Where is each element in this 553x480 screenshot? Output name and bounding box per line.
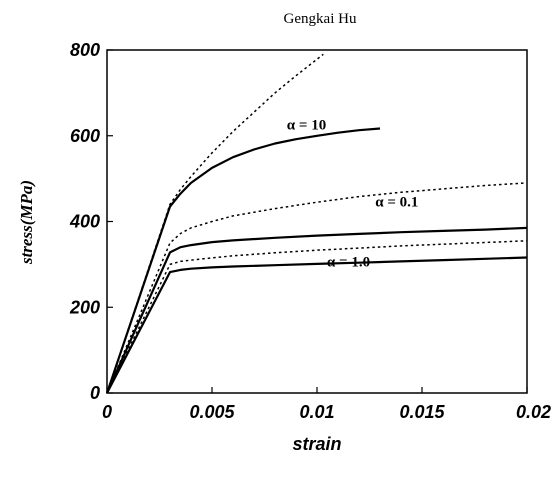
series-line-3-dotted	[106, 182, 528, 394]
x-axis-label: strain	[292, 434, 341, 454]
series-line-2-solid	[105, 127, 381, 394]
x-tick-label: 0.02	[516, 402, 551, 422]
series-layer	[105, 53, 528, 394]
y-axis-ticks: 0 200 400 600 800	[69, 40, 113, 403]
series-line-6-solid	[106, 256, 528, 394]
y-tick-label: 0	[90, 383, 100, 403]
x-tick-label: 0.015	[399, 402, 445, 422]
curve-annotation: α = 10	[287, 117, 326, 133]
plot-area	[106, 49, 528, 394]
curve-annotation: α = 0.1	[375, 194, 418, 210]
x-axis-ticks: 0 0.005 0.01 0.015 0.02	[102, 387, 551, 422]
y-tick-label: 800	[70, 40, 100, 60]
series-line-5-dotted	[106, 240, 528, 394]
y-tick-label: 200	[69, 297, 100, 317]
series-line-1-dotted	[106, 53, 324, 394]
y-axis-label: stress(MPa)	[17, 180, 36, 265]
x-tick-label: 0.005	[189, 402, 235, 422]
annotation-layer: α = 10 α = 0.1 α = 1.0	[287, 117, 419, 270]
series-line-4-solid	[105, 226, 528, 394]
curve-annotation: α = 1.0	[327, 255, 370, 271]
y-tick-label: 400	[69, 212, 100, 232]
plot-border	[106, 49, 528, 394]
author-header: Gengkai Hu	[284, 11, 357, 27]
y-tick-label: 600	[70, 126, 100, 146]
x-tick-label: 0	[102, 402, 112, 422]
x-tick-label: 0.01	[299, 402, 334, 422]
